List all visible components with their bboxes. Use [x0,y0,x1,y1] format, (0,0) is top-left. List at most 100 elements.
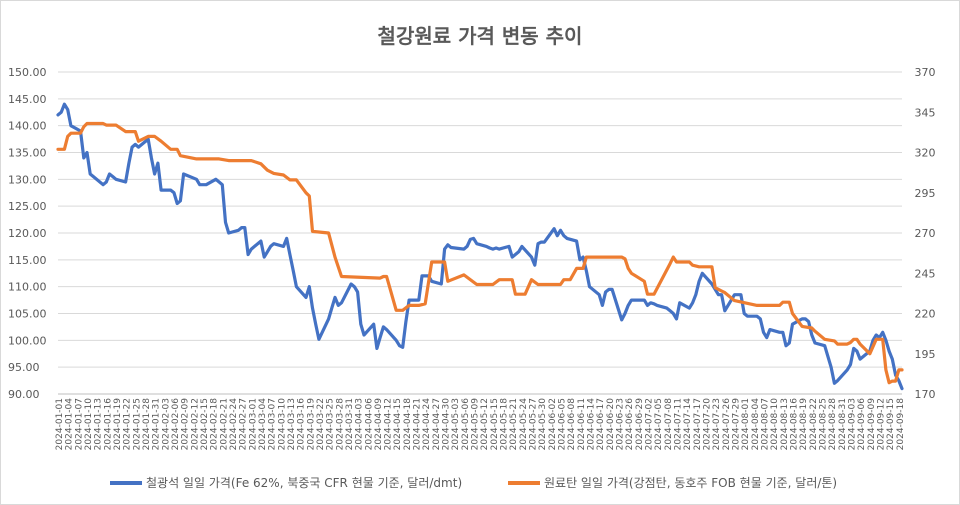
x-tick-label: 2024-02-21 [219,398,229,450]
x-tick-label: 2024-08-22 [809,398,819,450]
x-tick-label: 2024-06-05 [558,398,568,450]
x-tick-label: 2024-05-09 [471,398,481,451]
y-right-tick-label: 295 [915,187,936,200]
series-line-iron-ore [56,102,904,391]
x-tick-label: 2024-07-08 [664,398,674,451]
x-tick-label: 2024-06-02 [548,398,558,450]
x-tick-label: 2024-08-10 [770,398,780,451]
x-tick-label: 2024-03-13 [287,398,297,450]
series-line-coking-coal [56,121,904,385]
x-tick-label: 2024-05-06 [461,398,471,451]
x-tick-label: 2024-07-23 [712,398,722,450]
x-tick-label: 2024-01-16 [103,398,113,451]
x-tick-label: 2024-03-16 [297,398,307,451]
x-tick-label: 2024-04-18 [403,398,413,451]
x-tick-label: 2024-01-22 [123,398,133,450]
x-tick-label: 2024-05-21 [509,398,519,450]
gridlines [58,71,902,395]
y-left-tick-label: 130.00 [8,173,47,186]
x-tick-label: 2024-03-19 [306,398,316,451]
x-tick-label: 2024-02-15 [200,398,210,450]
chart-title: 철강원료 가격 변동 추이 [377,24,583,48]
x-tick-label: 2024-06-26 [625,398,635,451]
x-tick-label: 2024-07-11 [674,398,684,450]
x-tick-label: 2024-06-29 [635,398,645,451]
x-tick-label: 2024-01-04 [65,398,75,451]
x-tick-label: 2024-08-07 [760,398,770,450]
x-tick-label: 2024-05-15 [490,398,500,450]
x-tick-label: 2024-01-01 [55,398,65,450]
x-tick-label: 2024-08-31 [838,398,848,450]
x-tick-label: 2024-03-01 [248,398,258,450]
x-tick-label: 2024-08-28 [828,398,838,451]
x-tick-label: 2024-07-26 [722,398,732,451]
x-tick-label: 2024-07-02 [645,398,655,450]
x-tick-label: 2024-05-30 [538,398,548,451]
x-tick-label: 2024-02-12 [190,398,200,450]
x-tick-label: 2024-06-17 [596,398,606,450]
x-tick-label: 2024-05-18 [500,398,510,451]
x-tick-label: 2024-05-03 [451,398,461,450]
right-axis: 170 195 220 245 270 295 320 345 370 [915,66,936,401]
y-right-tick-label: 345 [915,106,936,119]
x-tick-label: 2024-05-27 [529,398,539,450]
y-left-tick-label: 100.00 [8,334,47,347]
y-right-tick-label: 320 [915,147,936,160]
x-tick-label: 2024-02-27 [239,398,249,450]
x-tick-label: 2024-08-19 [799,398,809,451]
y-left-tick-label: 135.00 [8,147,47,160]
y-right-tick-label: 370 [915,66,936,79]
x-tick-label: 2024-04-15 [393,398,403,450]
y-right-tick-label: 195 [915,348,936,361]
x-tick-label: 2024-03-25 [326,398,336,450]
x-tick-label: 2024-08-13 [780,398,790,450]
x-tick-label: 2024-01-28 [142,398,152,451]
x-tick-label: 2024-06-08 [567,398,577,451]
x-axis: 2024-01-01 2024-01-04 2024-01-07 2024-01-10… [55,393,906,451]
left-axis: 90.00 95.00 100.00 105.00 110.00 115.00 120.00… [8,66,47,401]
legend-item-coking-coal: 원료탄 일일 가격(강점탄, 동호주 FOB 현물 기준, 달러/톤) [508,474,837,491]
legend-label-iron-ore: 철광석 일일 가격(Fe 62%, 북중국 CFR 현물 기준, 달러/dmt) [146,476,463,490]
x-tick-label: 2024-04-21 [413,398,423,450]
x-tick-label: 2024-09-03 [847,398,857,450]
x-tick-label: 2024-07-14 [683,398,693,451]
x-tick-label: 2024-02-24 [229,398,239,451]
x-tick-label: 2024-04-06 [364,398,374,451]
x-tick-label: 2024-04-27 [432,398,442,450]
x-tick-label: 2024-03-28 [335,398,345,451]
x-tick-label: 2024-03-04 [258,398,268,451]
y-left-tick-label: 125.00 [8,200,47,213]
legend: 철광석 일일 가격(Fe 62%, 북중국 CFR 현물 기준, 달러/dmt)… [0,474,960,496]
x-tick-label: 2024-05-12 [480,398,490,450]
y-left-tick-label: 140.00 [8,120,47,133]
x-tick-label: 2024-03-31 [345,398,355,450]
y-left-tick-label: 115.00 [8,254,47,267]
x-tick-label: 2024-01-13 [94,398,104,450]
x-tick-label: 2024-02-18 [210,398,220,451]
y-right-tick-label: 170 [915,388,936,401]
x-tick-label: 2024-04-30 [442,398,452,451]
y-right-tick-label: 245 [915,267,936,280]
x-tick-label: 2024-07-17 [693,398,703,450]
x-tick-label: 2024-03-10 [277,398,287,451]
x-tick-label: 2024-01-31 [152,398,162,450]
x-tick-label: 2024-07-20 [702,398,712,451]
y-left-tick-label: 110.00 [8,281,47,294]
y-left-tick-label: 150.00 [8,66,47,79]
x-tick-label: 2024-04-03 [355,398,365,450]
x-tick-label: 2024-02-09 [181,398,191,451]
x-tick-label: 2024-09-09 [867,398,877,451]
x-tick-label: 2024-09-18 [896,398,906,451]
legend-swatch-iron-ore [110,480,142,485]
x-tick-label: 2024-08-25 [818,398,828,450]
x-tick-label: 2024-06-23 [616,398,626,450]
y-left-tick-label: 90.00 [8,388,40,401]
x-tick-label: 2024-08-04 [751,398,761,451]
y-left-tick-label: 120.00 [8,227,47,240]
x-tick-label: 2024-04-24 [422,398,432,451]
x-tick-label: 2024-04-12 [384,398,394,450]
x-tick-label: 2024-07-05 [654,398,664,450]
y-right-tick-label: 220 [915,308,936,321]
